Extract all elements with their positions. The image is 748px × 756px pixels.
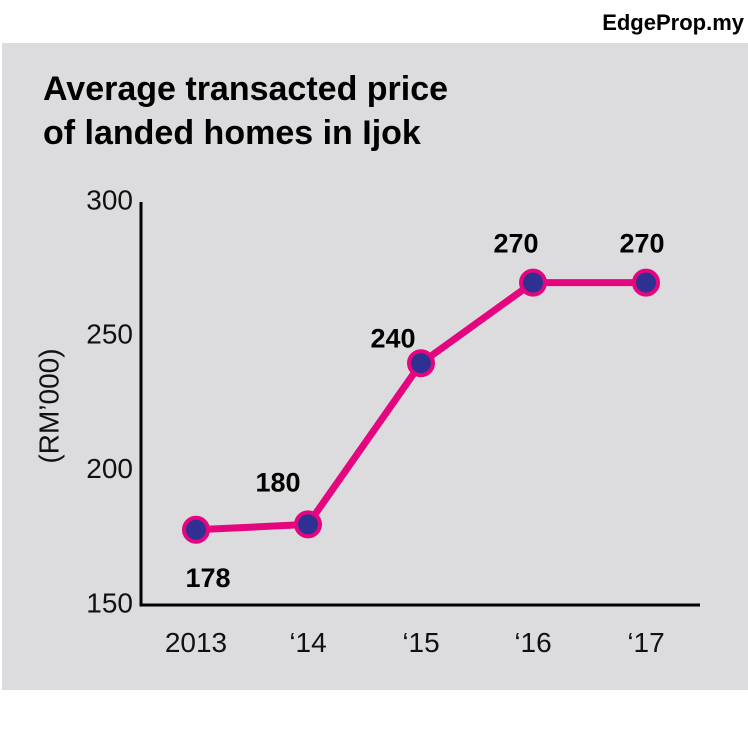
- chart-title-line-1: Average transacted price: [43, 70, 449, 108]
- brand-logo-text: EdgeProp.my: [602, 10, 744, 35]
- y-tick-label: 300: [86, 184, 133, 215]
- x-tick-label: ‘14: [289, 627, 326, 658]
- data-labels: 178 180 240 270 270: [185, 229, 664, 593]
- data-point: [294, 510, 322, 539]
- chart-panel: [2, 43, 748, 690]
- x-tick-label: ‘17: [627, 627, 664, 658]
- chart-title: Average transacted price of landed homes…: [43, 67, 448, 155]
- data-label: 240: [370, 323, 415, 353]
- data-point: [182, 515, 210, 544]
- y-tick-label: 200: [86, 453, 133, 484]
- x-tick-label: 2013: [165, 627, 227, 658]
- x-tick-label: ‘15: [402, 627, 439, 658]
- data-label: 270: [493, 229, 538, 259]
- y-axis-label: (RM’000): [33, 348, 64, 463]
- chart-title-line-2: of landed homes in Ijok: [43, 114, 421, 152]
- data-points: [182, 268, 660, 544]
- data-point: [632, 268, 660, 297]
- y-tick-labels: 150 200 250 300: [86, 184, 133, 618]
- y-tick-label: 150: [86, 587, 133, 618]
- data-label: 180: [255, 468, 300, 498]
- data-point: [519, 268, 547, 297]
- x-tick-labels: 2013 ‘14 ‘15 ‘16 ‘17: [165, 627, 665, 658]
- data-label: 178: [185, 563, 230, 593]
- y-tick-label: 250: [86, 319, 133, 350]
- data-point: [407, 349, 435, 378]
- x-tick-label: ‘16: [514, 627, 551, 658]
- data-label: 270: [619, 229, 664, 259]
